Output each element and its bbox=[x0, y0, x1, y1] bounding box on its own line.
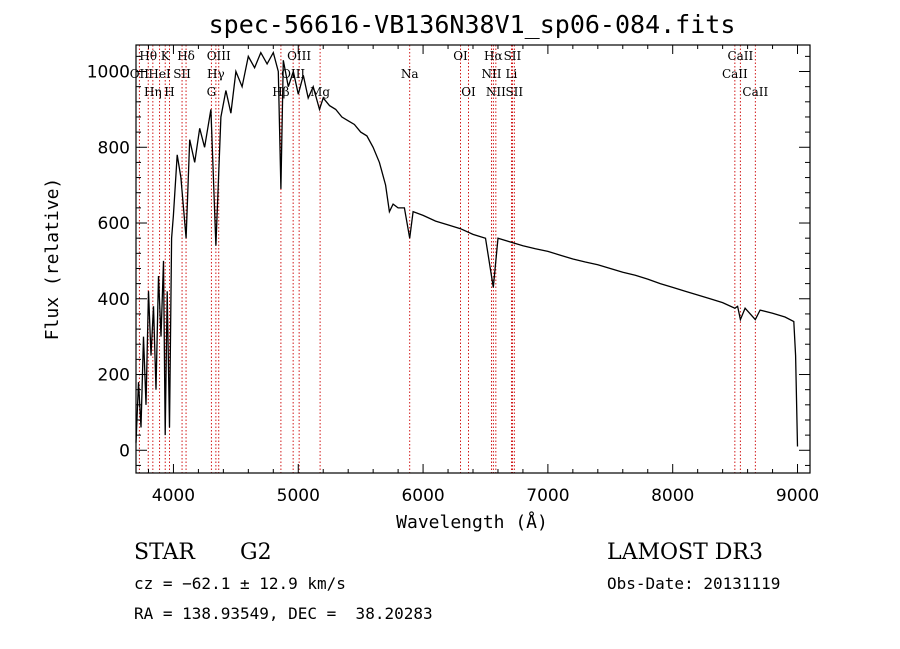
y-tick-label: 1000 bbox=[87, 63, 130, 83]
chart-title: spec-56616-VB136N38V1_sp06-084.fits bbox=[209, 10, 736, 39]
y-tick-label: 600 bbox=[98, 214, 130, 234]
x-tick-label: 6000 bbox=[401, 486, 444, 506]
spectral-line-label: Hη bbox=[144, 85, 162, 99]
spectral-line-label: Hθ bbox=[139, 49, 157, 63]
x-axis: 4000 5000 6000 7000 8000 9000 bbox=[148, 45, 819, 506]
subclass: G2 bbox=[240, 540, 272, 565]
x-axis-label: Wavelength (Å) bbox=[396, 511, 548, 533]
y-axis: 0 200 400 600 800 1000 bbox=[87, 56, 810, 465]
spectral-line-label: SII bbox=[505, 85, 523, 99]
spectral-line-label: OII bbox=[130, 67, 150, 81]
x-tick-label: 4000 bbox=[152, 486, 195, 506]
spectral-line-label: Hδ bbox=[177, 49, 195, 63]
x-tick-label: 7000 bbox=[526, 486, 569, 506]
spectral-line-label: CaII bbox=[727, 49, 753, 63]
x-tick-label: 9000 bbox=[776, 486, 819, 506]
spectral-line-label: CaII bbox=[742, 85, 768, 99]
spectrum-chart: spec-56616-VB136N38V1_sp06-084.fits Hθ OI… bbox=[0, 0, 900, 649]
spectral-line-label: OI bbox=[453, 49, 468, 63]
spectral-line-label: G bbox=[207, 85, 217, 99]
spectral-line-label: H bbox=[164, 85, 174, 99]
spectral-line-label: Hα bbox=[484, 49, 503, 63]
spectral-line-label: NII bbox=[486, 85, 506, 99]
spectral-line-label: SII bbox=[504, 49, 522, 63]
x-tick-label: 8000 bbox=[651, 486, 694, 506]
spectral-line-label: HeI bbox=[148, 67, 171, 81]
spectral-line-label: K bbox=[161, 49, 171, 63]
spectrum-series-line bbox=[136, 53, 798, 447]
redshift-cz: cz = −62.1 ± 12.9 km/s bbox=[134, 574, 346, 593]
y-tick-label: 0 bbox=[119, 441, 130, 461]
spectral-line-label: SII bbox=[173, 67, 191, 81]
survey-name: LAMOST DR3 bbox=[607, 540, 763, 565]
spectral-line-label: Li bbox=[506, 67, 518, 81]
spectral-line-label: NII bbox=[481, 67, 501, 81]
spectral-line-label: OI bbox=[461, 85, 476, 99]
object-class: STAR bbox=[134, 540, 196, 565]
coordinates: RA = 138.93549, DEC = 38.20283 bbox=[134, 604, 433, 623]
spectral-line-label: OIII bbox=[207, 49, 231, 63]
y-tick-label: 200 bbox=[98, 366, 130, 386]
y-axis-label: Flux (relative) bbox=[42, 178, 63, 341]
y-tick-label: 800 bbox=[98, 138, 130, 158]
observation-date: Obs-Date: 20131119 bbox=[607, 574, 780, 593]
spectral-line-label: Hγ bbox=[207, 67, 225, 81]
spectral-line-label: CaII bbox=[722, 67, 748, 81]
plot-frame bbox=[136, 45, 810, 473]
x-tick-label: 5000 bbox=[277, 486, 320, 506]
y-tick-label: 400 bbox=[98, 290, 130, 310]
spectral-line-label: Hβ bbox=[272, 85, 289, 99]
spectral-line-label: Na bbox=[401, 67, 419, 81]
spectral-line-label: OIII bbox=[287, 49, 311, 63]
